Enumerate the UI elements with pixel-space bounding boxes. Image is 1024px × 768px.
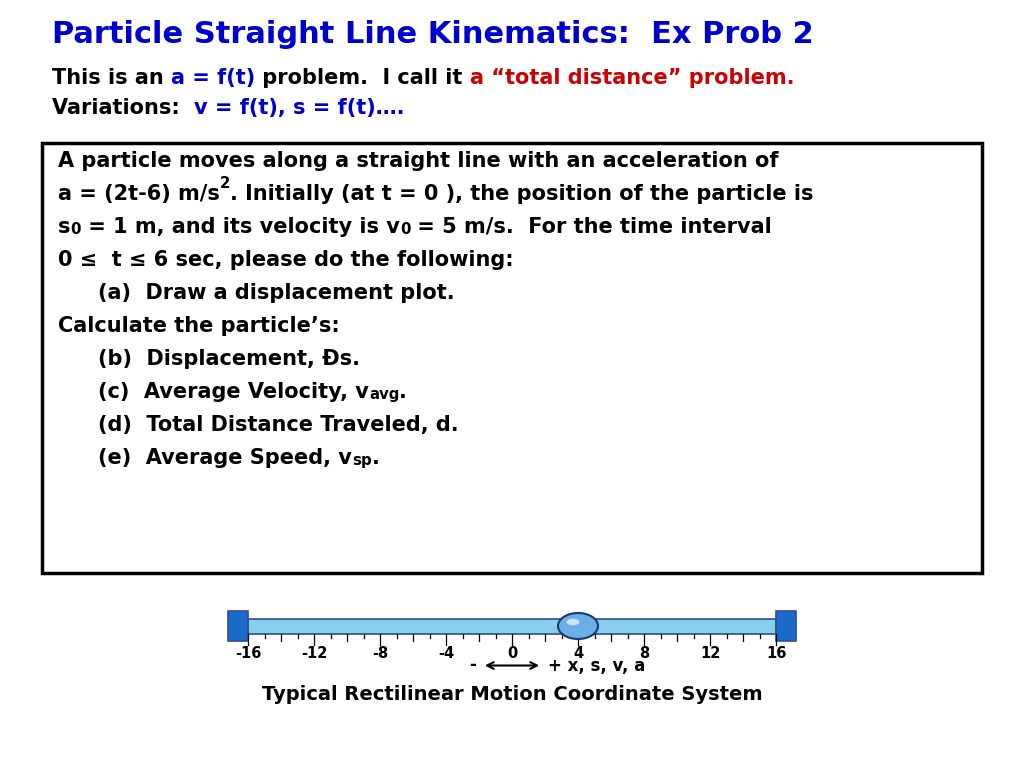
Text: -12: -12 bbox=[301, 647, 328, 661]
Text: 0 ≤  t ≤ 6 sec, please do the following:: 0 ≤ t ≤ 6 sec, please do the following: bbox=[58, 250, 514, 270]
Text: Typical Rectilinear Motion Coordinate System: Typical Rectilinear Motion Coordinate Sy… bbox=[262, 686, 762, 704]
Text: (b)  Displacement, Đs.: (b) Displacement, Đs. bbox=[98, 349, 360, 369]
Text: (a)  Draw a displacement plot.: (a) Draw a displacement plot. bbox=[98, 283, 455, 303]
Text: -: - bbox=[469, 657, 476, 674]
Text: 16: 16 bbox=[766, 647, 786, 661]
Text: -16: -16 bbox=[234, 647, 261, 661]
FancyBboxPatch shape bbox=[228, 611, 248, 641]
Text: 8: 8 bbox=[639, 647, 649, 661]
Text: s: s bbox=[58, 217, 71, 237]
Text: v = f(t), s = f(t)….: v = f(t), s = f(t)…. bbox=[195, 98, 404, 118]
Text: avg: avg bbox=[369, 387, 399, 402]
Text: a “total distance” problem.: a “total distance” problem. bbox=[470, 68, 795, 88]
Text: problem.  I call it: problem. I call it bbox=[255, 68, 470, 88]
Text: (d)  Total Distance Traveled, d.: (d) Total Distance Traveled, d. bbox=[98, 415, 459, 435]
FancyBboxPatch shape bbox=[42, 143, 982, 573]
Text: a = f(t): a = f(t) bbox=[171, 68, 255, 88]
Text: 2: 2 bbox=[220, 176, 230, 191]
Text: 4: 4 bbox=[573, 647, 583, 661]
Text: sp: sp bbox=[352, 453, 372, 468]
Text: + x, s, v, a: + x, s, v, a bbox=[548, 657, 645, 674]
Ellipse shape bbox=[566, 619, 580, 625]
Ellipse shape bbox=[558, 613, 598, 639]
Text: A particle moves along a straight line with an acceleration of: A particle moves along a straight line w… bbox=[58, 151, 778, 171]
Text: 12: 12 bbox=[699, 647, 720, 661]
Text: This is an: This is an bbox=[52, 68, 171, 88]
Text: (c)  Average Velocity, v: (c) Average Velocity, v bbox=[98, 382, 369, 402]
Text: .: . bbox=[399, 382, 408, 402]
Text: -4: -4 bbox=[438, 647, 454, 661]
Text: 0: 0 bbox=[71, 222, 81, 237]
Text: 0: 0 bbox=[507, 647, 517, 661]
Text: = 1 m, and its velocity is v: = 1 m, and its velocity is v bbox=[81, 217, 400, 237]
FancyBboxPatch shape bbox=[776, 611, 796, 641]
Text: 0: 0 bbox=[400, 222, 411, 237]
Text: Particle Straight Line Kinematics:  Ex Prob 2: Particle Straight Line Kinematics: Ex Pr… bbox=[52, 20, 814, 49]
Text: .: . bbox=[372, 448, 380, 468]
Text: (e)  Average Speed, v: (e) Average Speed, v bbox=[98, 448, 352, 468]
Text: . Initially (at t = 0 ), the position of the particle is: . Initially (at t = 0 ), the position of… bbox=[230, 184, 814, 204]
Text: -8: -8 bbox=[372, 647, 388, 661]
Text: = 5 m/s.  For the time interval: = 5 m/s. For the time interval bbox=[411, 217, 772, 237]
Text: a = (2t-6) m/s: a = (2t-6) m/s bbox=[58, 184, 220, 204]
Text: Calculate the particle’s:: Calculate the particle’s: bbox=[58, 316, 340, 336]
FancyBboxPatch shape bbox=[248, 618, 776, 634]
Text: Variations:: Variations: bbox=[52, 98, 195, 118]
